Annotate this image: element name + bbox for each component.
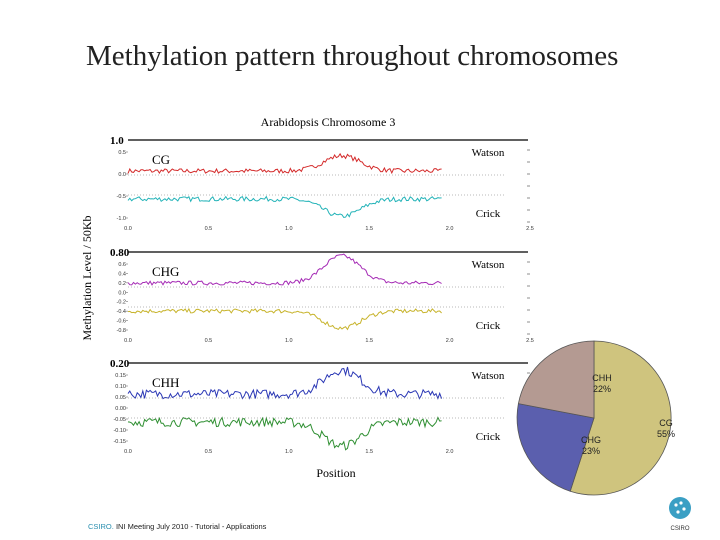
x-tick-label: 1.5 [365, 226, 373, 232]
pie-slice-label: CG [659, 418, 673, 428]
chart-title: Arabidopsis Chromosome 3 [261, 115, 396, 129]
footer-text: INI Meeting July 2010 - Tutorial - Appli… [115, 522, 267, 531]
x-tick-label: 2.0 [446, 338, 454, 344]
x-tick-label: 1.5 [365, 449, 373, 455]
footer: CSIRO. INI Meeting July 2010 - Tutorial … [88, 522, 266, 531]
x-tick-label: 0.0 [124, 226, 132, 232]
pie-slice-label: CHG [581, 435, 601, 445]
slide-title: Methylation pattern throughout chromosom… [86, 40, 619, 72]
panel-chg: 0.80 CHG 0.6 0.4 0.2 0.0 -0.2 -0.4 -0.6 -0.8 0.0 0.… [110, 247, 534, 344]
y-tick-label: -0.05 [113, 417, 126, 423]
series-name-label: Watson [472, 147, 505, 159]
x-tick-label: 2.0 [446, 449, 454, 455]
y-tick-label: -0.6 [117, 319, 126, 325]
y-tick-label: 0.10 [115, 384, 126, 390]
panel-max-label: 0.80 [110, 247, 130, 259]
series-line-crick [127, 416, 442, 451]
panel-chh: 0.20 CHH 0.15 0.10 0.05 0.00 -0.05 -0.10 -0.15 0.… [110, 358, 534, 455]
series-line-watson [127, 366, 443, 401]
pie-slice-percent: 23% [582, 446, 600, 456]
y-tick-label: -0.4 [117, 309, 126, 315]
x-tick-label: 0.5 [205, 449, 213, 455]
series-line-watson [127, 152, 442, 175]
x-tick-label: 2.0 [446, 226, 454, 232]
x-tick-label: 2.5 [526, 338, 534, 344]
pie-slice-chh [517, 340, 595, 419]
x-tick-label: 0.0 [124, 338, 132, 344]
panel-context-label: CG [152, 152, 170, 167]
series-line-watson [127, 253, 442, 286]
series-name-label: Crick [476, 431, 501, 443]
series-name-label: Watson [472, 370, 505, 382]
y-tick-label: -1.0 [117, 216, 126, 222]
y-tick-label: -0.8 [117, 328, 126, 334]
pie-slice-chg [516, 403, 595, 492]
panel-max-label: 1.0 [110, 135, 124, 147]
x-tick-label: 0.5 [205, 338, 213, 344]
y-tick-label: 0.05 [115, 395, 126, 401]
panels-group: 1.0 CG 0.5 0.0 -0.5 -1.0 0.0 0.5 1.0 1.5 2.0 2.5 Wat… [110, 135, 534, 455]
panel-context-label: CHG [152, 264, 179, 279]
x-tick-label: 2.5 [526, 226, 534, 232]
y-tick-label: 0.5 [118, 150, 126, 156]
pie-slice-percent: 55% [657, 429, 675, 439]
x-tick-label: 0.5 [205, 226, 213, 232]
pie-slice-cg [569, 340, 672, 496]
y-tick-label: 0.6 [118, 262, 126, 268]
y-tick-label: -0.15 [113, 439, 126, 445]
x-tick-label: 1.5 [365, 338, 373, 344]
pie-slice-percent: 22% [593, 384, 611, 394]
y-axis-label: Methylation Level / 50Kb [80, 216, 94, 341]
footer-org: CSIRO. [88, 522, 114, 531]
panel-context-label: CHH [152, 375, 179, 390]
y-tick-label: 0.0 [118, 290, 126, 296]
x-tick-label: 1.0 [285, 338, 293, 344]
panel-max-label: 0.20 [110, 358, 130, 370]
y-tick-label: -0.2 [117, 300, 126, 306]
y-tick-label: 0.0 [118, 172, 126, 178]
y-tick-label: 0.00 [115, 406, 126, 412]
x-axis-label: Position [316, 466, 355, 480]
series-line-crick [127, 307, 442, 331]
series-name-label: Crick [476, 208, 501, 220]
series-name-label: Crick [476, 320, 501, 332]
x-tick-label: 0.0 [124, 449, 132, 455]
y-tick-label: 0.15 [115, 373, 126, 379]
y-tick-label: 0.4 [118, 271, 126, 277]
series-name-label: Watson [472, 259, 505, 271]
x-tick-label: 1.0 [285, 226, 293, 232]
panel-cg: 1.0 CG 0.5 0.0 -0.5 -1.0 0.0 0.5 1.0 1.5 2.0 2.5 Wat… [110, 135, 534, 232]
x-tick-label: 1.0 [285, 449, 293, 455]
y-tick-label: -0.5 [117, 194, 126, 200]
pie-slice-label: CHH [592, 373, 612, 383]
y-tick-label: 0.2 [118, 281, 126, 287]
series-line-crick [127, 195, 442, 219]
y-tick-label: -0.10 [113, 428, 126, 434]
